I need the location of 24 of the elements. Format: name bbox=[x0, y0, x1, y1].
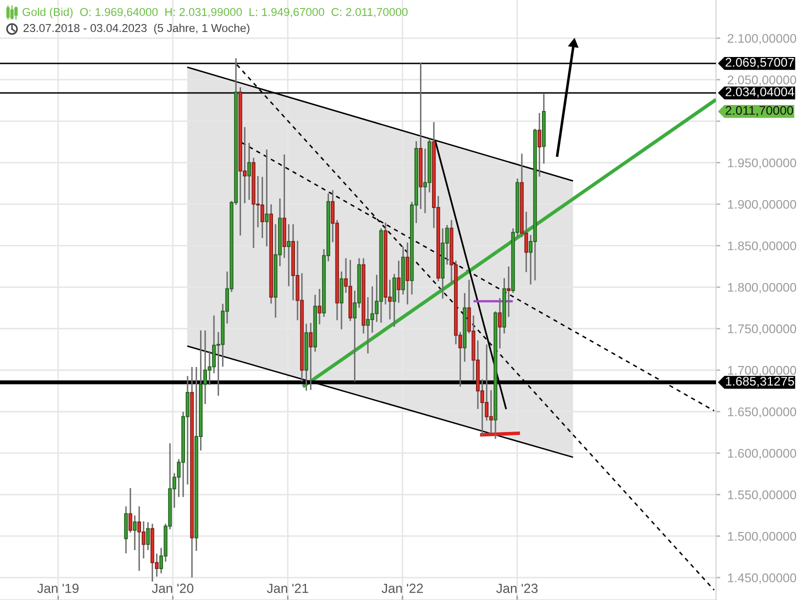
text: 23.07.2018 - 03.04.2023 (5 Jahre, 1 Woche) bbox=[24, 24, 250, 34]
y-tick-label: 1.900,00000 bbox=[728, 200, 796, 210]
y-tick-label: 2.050,00000 bbox=[728, 75, 796, 86]
text: 2.011,70000 bbox=[726, 106, 794, 116]
y-tick-label: 1.850,00000 bbox=[728, 241, 796, 252]
y-tick-label: 1.800,00000 bbox=[728, 282, 796, 294]
ref-line-label: 2.069,57007 bbox=[726, 58, 794, 68]
ref-line-label: 1.685,31275 bbox=[726, 376, 794, 388]
y-tick-label: 1.750,00000 bbox=[728, 324, 796, 335]
x-tick-label: Jan '21 bbox=[266, 584, 308, 594]
y-tick-label: 1.950,00000 bbox=[728, 158, 796, 169]
x-tick-label: Jan '20 bbox=[152, 584, 194, 594]
x-tick-label: Jan '23 bbox=[496, 584, 538, 594]
y-tick-label: 1.650,00000 bbox=[728, 407, 796, 418]
y-tick-label: 2.100,00000 bbox=[728, 34, 796, 44]
x-tick-label: Jan '19 bbox=[37, 584, 79, 594]
y-tick-label: 1.700,00000 bbox=[728, 366, 796, 376]
y-tick-label: 1.600,00000 bbox=[728, 448, 796, 460]
x-tick-label: Jan '22 bbox=[382, 584, 423, 594]
ref-line-label: 2.034,04004 bbox=[726, 87, 794, 98]
text: Gold (Bid) O: 1.969,64000 H: 2.031,99000 L: 1.949,67000 C: 2.011,70000 bbox=[22, 8, 408, 18]
y-tick-label: 1.550,00000 bbox=[728, 490, 796, 501]
y-tick-label: 1.500,00000 bbox=[728, 532, 796, 542]
y-tick-label: 1.450,00000 bbox=[728, 573, 796, 584]
